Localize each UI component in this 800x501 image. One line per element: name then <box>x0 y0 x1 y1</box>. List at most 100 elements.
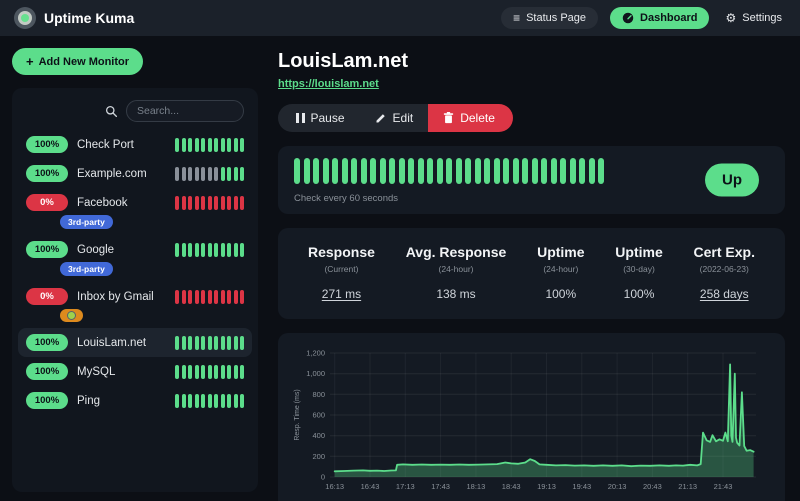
uptime-badge: 100% <box>26 136 68 153</box>
beat-up <box>220 137 225 152</box>
beat-up <box>370 158 376 184</box>
monitor-row[interactable]: 100% Ping <box>18 386 252 415</box>
monitor-row[interactable]: 100% Example.com <box>18 159 252 188</box>
dashboard-button[interactable]: Dashboard <box>610 7 710 29</box>
beat-down <box>201 289 205 304</box>
beat-up <box>474 158 481 184</box>
monitor-row[interactable]: 0% Inbox by Gmail <box>18 282 252 328</box>
monitor-list-panel: 100% Check Port 100% Example.com 0% Face… <box>12 88 258 492</box>
beat-up <box>188 364 192 379</box>
beat-up <box>194 137 199 152</box>
beat-up <box>175 242 179 257</box>
beat-empty <box>181 166 186 181</box>
settings-label: Settings <box>742 12 782 24</box>
pause-button[interactable]: Pause <box>278 104 360 132</box>
beat-up <box>194 242 199 257</box>
monitor-url-link[interactable]: https://louislam.net <box>278 78 379 90</box>
tag-badge <box>60 309 83 322</box>
search-input[interactable] <box>126 100 244 122</box>
stat-block: Cert Exp. (2022-06-23) 258 days <box>694 244 755 301</box>
svg-text:1,200: 1,200 <box>306 349 325 358</box>
beat-up <box>427 158 433 184</box>
beat-down <box>181 289 186 304</box>
monitor-tags: 3rd-party <box>60 262 244 276</box>
monitor-tags: 3rd-party <box>60 215 244 229</box>
svg-text:16:13: 16:13 <box>325 482 344 491</box>
beat-up <box>227 137 231 152</box>
navbar-actions: ≡ Status Page Dashboard ⚙ Settings <box>501 7 786 29</box>
uptime-badge: 100% <box>26 334 68 351</box>
svg-text:21:13: 21:13 <box>678 482 697 491</box>
svg-text:800: 800 <box>312 390 325 399</box>
stat-block: Uptime (30-day) 100% <box>615 244 662 301</box>
beat-up <box>522 158 528 184</box>
beat-up <box>541 158 547 184</box>
uptime-badge: 100% <box>26 392 68 409</box>
beat-up <box>220 393 225 408</box>
search-icon <box>105 105 118 117</box>
gauge-icon <box>622 12 634 24</box>
stat-label: Response <box>308 244 375 260</box>
beat-up <box>201 137 205 152</box>
navbar: Uptime Kuma ≡ Status Page Dashboard ⚙ Se… <box>0 0 800 36</box>
beat-down <box>233 289 238 304</box>
stat-sublabel: (30-day) <box>623 264 655 274</box>
monitor-row[interactable]: 100% Google 3rd-party <box>18 235 252 282</box>
page-title: LouisLam.net <box>278 50 409 72</box>
stat-label: Uptime <box>537 244 585 260</box>
beat-up <box>484 158 490 184</box>
monitor-list: 100% Check Port 100% Example.com 0% Face… <box>18 130 252 415</box>
monitor-row[interactable]: 100% Check Port <box>18 130 252 159</box>
beat-up <box>188 242 192 257</box>
edit-button[interactable]: Edit <box>359 104 429 132</box>
brand-area: Uptime Kuma <box>14 7 134 29</box>
beat-down <box>175 195 179 210</box>
pause-label: Pause <box>310 111 345 125</box>
stat-value[interactable]: 271 ms <box>321 287 362 301</box>
stat-block: Uptime (24-hour) 100% <box>537 244 584 301</box>
stat-sublabel: (Current) <box>324 264 359 274</box>
heartbeat-bar-large <box>294 158 769 184</box>
beat-down <box>214 289 218 304</box>
monitor-row[interactable]: 0% Facebook 3rd-party <box>18 188 252 235</box>
beat-up <box>194 364 199 379</box>
add-new-monitor-button[interactable]: + Add New Monitor <box>12 48 144 75</box>
beat-up <box>194 335 199 350</box>
beat-up <box>181 335 186 350</box>
beat-up <box>201 393 205 408</box>
stat-value[interactable]: 258 days <box>699 287 749 301</box>
beat-up <box>207 364 212 379</box>
monitor-name: Example.com <box>77 167 147 180</box>
beat-up <box>493 158 500 184</box>
beat-up <box>181 242 186 257</box>
heartbeat-bar <box>175 364 244 379</box>
beat-up <box>233 364 238 379</box>
beat-up <box>220 242 225 257</box>
beat-up <box>214 137 218 152</box>
status-page-button[interactable]: ≡ Status Page <box>501 7 599 29</box>
beat-down <box>220 289 225 304</box>
beat-down <box>240 289 244 304</box>
delete-label: Delete <box>460 111 495 125</box>
settings-button[interactable]: ⚙ Settings <box>721 7 786 29</box>
beat-up <box>389 158 395 184</box>
monitor-name: Inbox by Gmail <box>77 290 154 303</box>
edit-label: Edit <box>392 111 414 125</box>
svg-text:Resp. Time (ms): Resp. Time (ms) <box>294 389 301 440</box>
uptime-kuma-logo-icon <box>14 7 36 29</box>
beat-up <box>175 335 179 350</box>
beat-up <box>360 158 367 184</box>
beat-up <box>220 166 225 181</box>
beat-up <box>598 158 604 184</box>
beat-down <box>201 195 205 210</box>
delete-button[interactable]: Delete <box>428 104 513 132</box>
monitor-row[interactable]: 100% MySQL <box>18 357 252 386</box>
gear-icon: ⚙ <box>725 11 737 25</box>
monitor-action-group: Pause Edit Delete <box>278 104 513 132</box>
monitor-row[interactable]: 100% LouisLam.net <box>18 328 252 357</box>
stat-block: Avg. Response (24-hour) 138 ms <box>406 244 507 301</box>
app-title: Uptime Kuma <box>44 10 135 26</box>
beat-up <box>240 166 244 181</box>
beat-up <box>175 364 179 379</box>
heartbeat-bar <box>175 166 244 181</box>
